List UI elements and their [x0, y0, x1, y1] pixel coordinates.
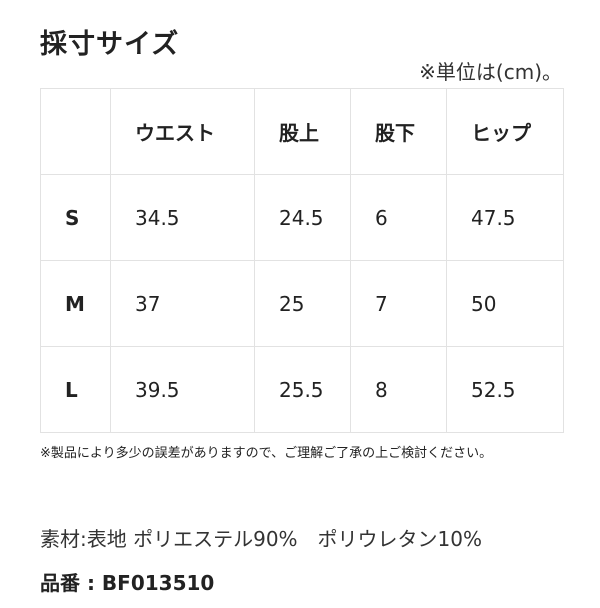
- header-cell: 股下: [350, 88, 447, 175]
- table-cell: 50: [446, 260, 564, 347]
- table-cell: 52.5: [446, 346, 564, 433]
- size-label: M: [40, 260, 111, 347]
- table-cell: 7: [350, 260, 447, 347]
- table-row: M 37 25 7 50: [40, 260, 564, 347]
- size-label: S: [40, 174, 111, 261]
- header-cell: ウエスト: [110, 88, 255, 175]
- table-row: L 39.5 25.5 8 52.5: [40, 346, 564, 433]
- size-table: ウエスト 股上 股下 ヒップ S 34.5 24.5 6 47.5 M 37 2…: [40, 88, 564, 433]
- table-header-row: ウエスト 股上 股下 ヒップ: [40, 88, 564, 175]
- size-label: L: [40, 346, 111, 433]
- header-cell: [40, 88, 111, 175]
- table-row: S 34.5 24.5 6 47.5: [40, 174, 564, 261]
- table-cell: 37: [110, 260, 255, 347]
- table-cell: 25: [254, 260, 351, 347]
- table-cell: 8: [350, 346, 447, 433]
- table-cell: 6: [350, 174, 447, 261]
- table-cell: 47.5: [446, 174, 564, 261]
- header-cell: ヒップ: [446, 88, 564, 175]
- header-cell: 股上: [254, 88, 351, 175]
- unit-note: ※単位は(cm)。: [419, 60, 562, 84]
- disclaimer: ※製品により多少の誤差がありますので、ご理解ご了承の上ご検討ください。: [40, 446, 493, 461]
- table-cell: 39.5: [110, 346, 255, 433]
- table-cell: 25.5: [254, 346, 351, 433]
- page-title: 採寸サイズ: [40, 29, 180, 60]
- table-cell: 24.5: [254, 174, 351, 261]
- table-cell: 34.5: [110, 174, 255, 261]
- material-info: 素材:表地 ポリエステル90% ポリウレタン10%: [40, 527, 483, 551]
- product-code: 品番 : BF013510: [40, 571, 215, 595]
